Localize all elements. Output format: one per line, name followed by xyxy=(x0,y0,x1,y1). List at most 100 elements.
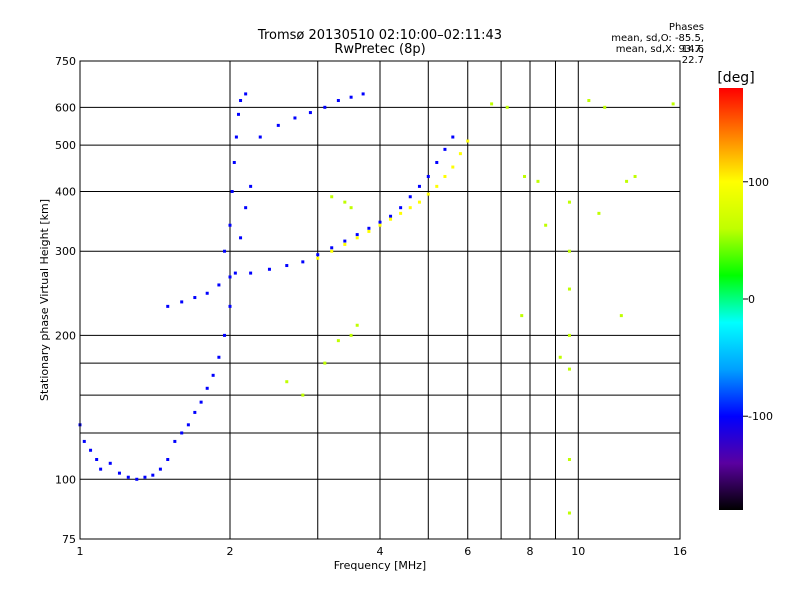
x-tick-label: 4 xyxy=(377,545,384,558)
data-point xyxy=(451,165,455,169)
data-point xyxy=(233,271,237,275)
data-point xyxy=(239,236,243,240)
colorbar-tick-label: -100 xyxy=(748,410,773,423)
colorbar-ticks: 100 0 -100 xyxy=(743,176,773,423)
data-point xyxy=(349,206,353,210)
stats-line-o: mean, sd,O: -85.5, 14.6 xyxy=(611,33,704,55)
data-point xyxy=(193,410,197,414)
data-point xyxy=(536,179,540,183)
data-point xyxy=(343,200,347,204)
y-tick-label: 200 xyxy=(55,329,76,342)
x-axis-label: Frequency [MHz] xyxy=(334,559,426,572)
y-tick-label: 300 xyxy=(55,245,76,258)
data-point xyxy=(567,287,571,291)
chart-subtitle: RwPretec (8p) xyxy=(334,42,426,57)
data-point xyxy=(426,192,430,196)
data-point xyxy=(99,467,103,471)
data-point xyxy=(236,112,240,116)
data-point xyxy=(82,439,86,443)
data-point xyxy=(223,249,227,253)
y-tick-label: 750 xyxy=(55,55,76,68)
data-point xyxy=(597,211,601,215)
data-point xyxy=(544,223,548,227)
data-point xyxy=(323,105,327,109)
data-point xyxy=(399,206,403,210)
data-point xyxy=(217,283,221,287)
y-tick-label: 600 xyxy=(55,101,76,114)
data-point xyxy=(567,333,571,337)
data-point xyxy=(567,457,571,461)
plot-frame xyxy=(79,60,681,540)
data-point xyxy=(244,92,248,96)
data-points xyxy=(78,92,675,515)
data-point xyxy=(587,99,591,103)
data-point xyxy=(193,296,197,300)
data-point xyxy=(244,206,248,210)
data-point xyxy=(619,314,623,318)
data-point xyxy=(567,200,571,204)
data-point xyxy=(249,271,253,275)
data-point xyxy=(258,135,262,139)
colorbar xyxy=(719,88,743,510)
data-point xyxy=(389,214,393,218)
data-point xyxy=(389,217,393,221)
data-point xyxy=(408,206,412,210)
data-point xyxy=(336,99,340,103)
data-point xyxy=(426,174,430,178)
data-point xyxy=(301,260,305,264)
data-point xyxy=(367,226,371,230)
data-point xyxy=(378,223,382,227)
data-point xyxy=(408,195,412,199)
data-point xyxy=(230,189,234,193)
data-point xyxy=(355,233,359,237)
y-tick-label: 75 xyxy=(62,533,76,546)
data-point xyxy=(625,179,629,183)
colorbar-tick-label: 100 xyxy=(748,176,769,189)
data-point xyxy=(343,239,347,243)
x-tick-label: 2 xyxy=(227,545,234,558)
y-tick-labels: 75 100 200 300 400 500 600 750 xyxy=(55,55,76,546)
data-point xyxy=(349,333,353,337)
data-point xyxy=(355,236,359,240)
data-point xyxy=(523,174,527,178)
data-point xyxy=(267,267,271,271)
data-point xyxy=(285,380,289,384)
data-point xyxy=(228,304,232,308)
data-point xyxy=(180,300,184,304)
data-point xyxy=(349,95,353,99)
data-point xyxy=(399,211,403,215)
data-point xyxy=(316,256,320,260)
data-point xyxy=(520,314,524,318)
data-point xyxy=(249,184,253,188)
data-point xyxy=(166,304,170,308)
colorbar-label: [deg] xyxy=(717,70,754,86)
data-point xyxy=(308,111,312,115)
data-point xyxy=(466,139,470,143)
data-point xyxy=(367,229,371,233)
data-point xyxy=(633,174,637,178)
data-point xyxy=(567,367,571,371)
data-point xyxy=(126,475,130,479)
data-point xyxy=(417,200,421,204)
data-point xyxy=(490,102,494,106)
data-point xyxy=(166,457,170,461)
data-point xyxy=(95,457,99,461)
data-point xyxy=(228,223,232,227)
data-point xyxy=(180,431,184,435)
x-tick-label: 8 xyxy=(527,545,534,558)
data-point xyxy=(355,323,359,327)
data-point xyxy=(158,467,162,471)
data-point xyxy=(443,147,447,151)
data-point xyxy=(336,339,340,343)
data-point xyxy=(217,355,221,359)
data-point xyxy=(603,105,607,109)
data-point xyxy=(285,264,289,268)
data-point xyxy=(173,439,177,443)
x-tick-label: 16 xyxy=(673,545,687,558)
x-tick-labels: 1 2 4 6 8 10 16 xyxy=(77,545,688,558)
data-point xyxy=(435,160,439,164)
x-tick-label: 1 xyxy=(77,545,84,558)
data-point xyxy=(435,184,439,188)
chart-title: Tromsø 20130510 02:10:00–02:11:43 xyxy=(257,28,503,43)
